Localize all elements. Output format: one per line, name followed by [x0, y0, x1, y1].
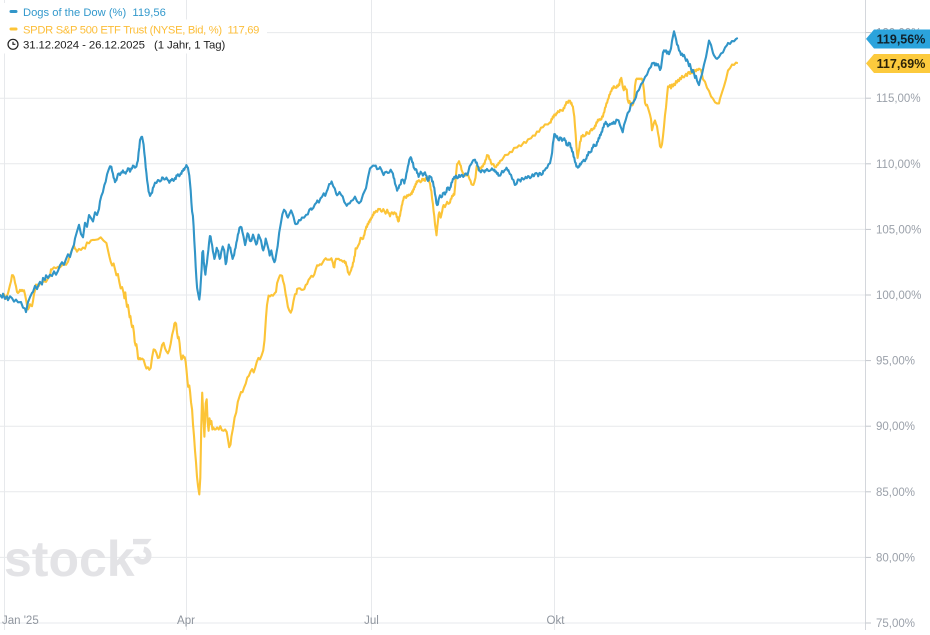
svg-text:110,00%: 110,00%: [876, 159, 921, 171]
svg-text:115,00%: 115,00%: [876, 93, 921, 105]
svg-text:117,69%: 117,69%: [877, 57, 926, 71]
svg-text:95,00%: 95,00%: [876, 356, 915, 368]
svg-text:100,00%: 100,00%: [876, 290, 921, 302]
svg-text:85,00%: 85,00%: [876, 487, 915, 499]
svg-text:31.12.2024 - 26.12.2025 (1 J: 31.12.2024 - 26.12.2025 (1 Jahr, 1 Tag): [23, 39, 225, 51]
svg-text:75,00%: 75,00%: [876, 618, 915, 630]
svg-text:80,00%: 80,00%: [876, 552, 915, 564]
svg-text:Jan '25: Jan '25: [2, 615, 39, 627]
svg-text:Okt: Okt: [547, 615, 566, 627]
svg-text:119,56%: 119,56%: [877, 33, 926, 47]
svg-text:Dogs of the Dow (%) 119,56: Dogs of the Dow (%) 119,56: [23, 7, 166, 19]
svg-text:90,00%: 90,00%: [876, 421, 915, 433]
svg-text:stock: stock: [4, 531, 135, 587]
svg-text:105,00%: 105,00%: [876, 224, 921, 236]
svg-text:Jul: Jul: [364, 615, 379, 627]
svg-text:Apr: Apr: [177, 615, 195, 627]
svg-text:SPDR S&P 500 ETF Trust (NYSE,: SPDR S&P 500 ETF Trust (NYSE, Bid, %) 11…: [23, 24, 259, 36]
